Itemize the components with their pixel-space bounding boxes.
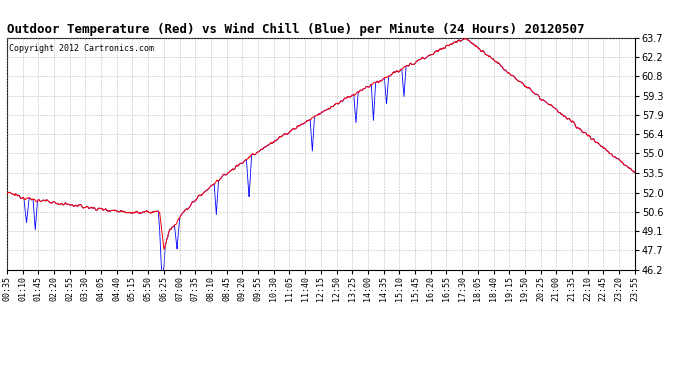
Text: Copyright 2012 Cartronics.com: Copyright 2012 Cartronics.com: [9, 45, 154, 54]
Text: Outdoor Temperature (Red) vs Wind Chill (Blue) per Minute (24 Hours) 20120507: Outdoor Temperature (Red) vs Wind Chill …: [7, 23, 584, 36]
